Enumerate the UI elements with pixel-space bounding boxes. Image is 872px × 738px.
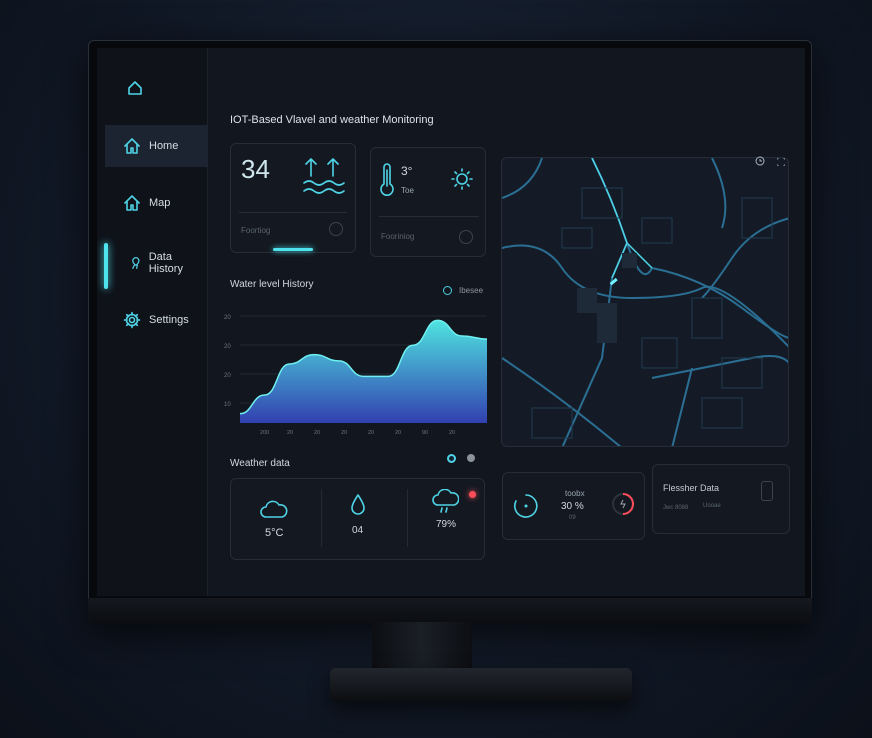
weather-precipitation: 79% bbox=[436, 519, 457, 530]
sidebar-item-settings[interactable]: Settings bbox=[105, 299, 208, 341]
weather-humidity: 04 bbox=[352, 525, 364, 536]
area-series-line bbox=[239, 319, 488, 415]
divider bbox=[379, 216, 479, 217]
x-tick-label: 200 bbox=[260, 430, 269, 436]
sidebar-item-map[interactable]: Map bbox=[105, 182, 208, 224]
x-tick-label: 20 bbox=[395, 430, 401, 436]
gauge-label: toobx bbox=[565, 489, 585, 498]
alert-indicator bbox=[469, 491, 476, 498]
progress-indicator bbox=[273, 248, 313, 251]
sidebar: Home Map Data History Settings bbox=[97, 48, 208, 596]
monitor-stand-base bbox=[330, 668, 632, 702]
x-tick-label: 90 bbox=[422, 430, 428, 436]
fresher-data-card: Flessher Data Jwc 8088 Uooae bbox=[652, 464, 790, 534]
battery-gauge-icon bbox=[612, 493, 634, 515]
weather-section-title: Weather data bbox=[230, 458, 290, 469]
clock-icon[interactable] bbox=[755, 156, 765, 166]
water-rising-icon bbox=[303, 158, 345, 194]
x-tick-label: 20 bbox=[341, 430, 347, 436]
water-card-footer: Foortiog bbox=[241, 226, 271, 235]
active-indicator bbox=[104, 243, 108, 289]
water-level-value: 34 bbox=[241, 154, 270, 184]
sidebar-item-label: Map bbox=[149, 197, 171, 209]
cloud-icon bbox=[260, 500, 288, 518]
water-level-card: 34 Foortiog bbox=[230, 143, 356, 253]
storage-icon bbox=[761, 481, 773, 501]
temperature-unit: Toe bbox=[401, 186, 414, 195]
divider bbox=[407, 489, 408, 547]
legend-icon bbox=[443, 286, 452, 295]
chart-title: Water level History bbox=[230, 279, 314, 290]
power-gauge-icon bbox=[514, 494, 538, 518]
y-tick-label: 20 bbox=[224, 344, 231, 350]
pager-dot[interactable] bbox=[467, 454, 475, 462]
sidebar-item-label: Data History bbox=[148, 251, 183, 275]
temperature-card: 3° Toe Fooriniog bbox=[370, 147, 486, 257]
fresher-data-col2: Uooae bbox=[703, 503, 721, 509]
chart-legend-label: Ibesee bbox=[459, 286, 484, 295]
sidebar-item-data-history[interactable]: Data History bbox=[105, 242, 208, 284]
divider bbox=[239, 212, 347, 213]
temperature-value: 3° bbox=[401, 164, 413, 178]
divider bbox=[321, 489, 322, 547]
location-pin-icon bbox=[132, 257, 140, 269]
area-series bbox=[240, 320, 487, 423]
monitor-chin bbox=[88, 598, 812, 624]
weather-card: 5°C 04 79% bbox=[230, 478, 485, 560]
home-icon[interactable] bbox=[127, 80, 143, 96]
y-tick-label: 10 bbox=[224, 402, 231, 408]
info-button[interactable] bbox=[329, 222, 343, 236]
sidebar-item-label: Settings bbox=[149, 314, 189, 326]
fresher-data-title: Flessher Data bbox=[663, 483, 720, 493]
x-tick-label: 20 bbox=[449, 430, 455, 436]
droplet-icon bbox=[351, 494, 365, 515]
map-panel[interactable] bbox=[501, 157, 789, 447]
home-icon bbox=[124, 195, 140, 211]
y-tick-label: 20 bbox=[224, 315, 231, 321]
monitor-stand-neck bbox=[372, 622, 472, 672]
info-button[interactable] bbox=[459, 230, 473, 244]
rain-cloud-icon bbox=[432, 489, 459, 513]
sun-icon bbox=[451, 168, 473, 190]
gauge-value: 30 % bbox=[561, 501, 584, 512]
gauge-sublabel: 09 bbox=[569, 515, 576, 521]
street-map bbox=[502, 158, 788, 446]
sidebar-item-label: Home bbox=[149, 140, 179, 152]
water-level-chart: 20 20 20 10 200 20 20 20 20 20 90 20 bbox=[224, 315, 488, 436]
fullscreen-icon[interactable] bbox=[777, 158, 785, 166]
gauge-card: toobx 30 % 09 bbox=[502, 472, 645, 540]
temperature-card-footer: Fooriniog bbox=[381, 232, 415, 241]
home-icon bbox=[124, 138, 140, 154]
gear-icon bbox=[123, 311, 141, 329]
dashboard-screen: Home Map Data History Settings IOT-Based… bbox=[97, 48, 805, 596]
weather-temperature: 5°C bbox=[265, 527, 284, 539]
y-tick-label: 20 bbox=[224, 373, 231, 379]
sidebar-item-home[interactable]: Home bbox=[105, 125, 208, 167]
x-tick-label: 20 bbox=[287, 430, 293, 436]
page-title: IOT-Based Vlavel and weather Monitoring bbox=[230, 114, 434, 126]
x-tick-label: 20 bbox=[314, 430, 320, 436]
thermometer-icon bbox=[380, 163, 394, 196]
pager-dot-active[interactable] bbox=[447, 454, 456, 463]
fresher-data-col1: Jwc 8088 bbox=[663, 505, 689, 511]
x-tick-label: 20 bbox=[368, 430, 374, 436]
